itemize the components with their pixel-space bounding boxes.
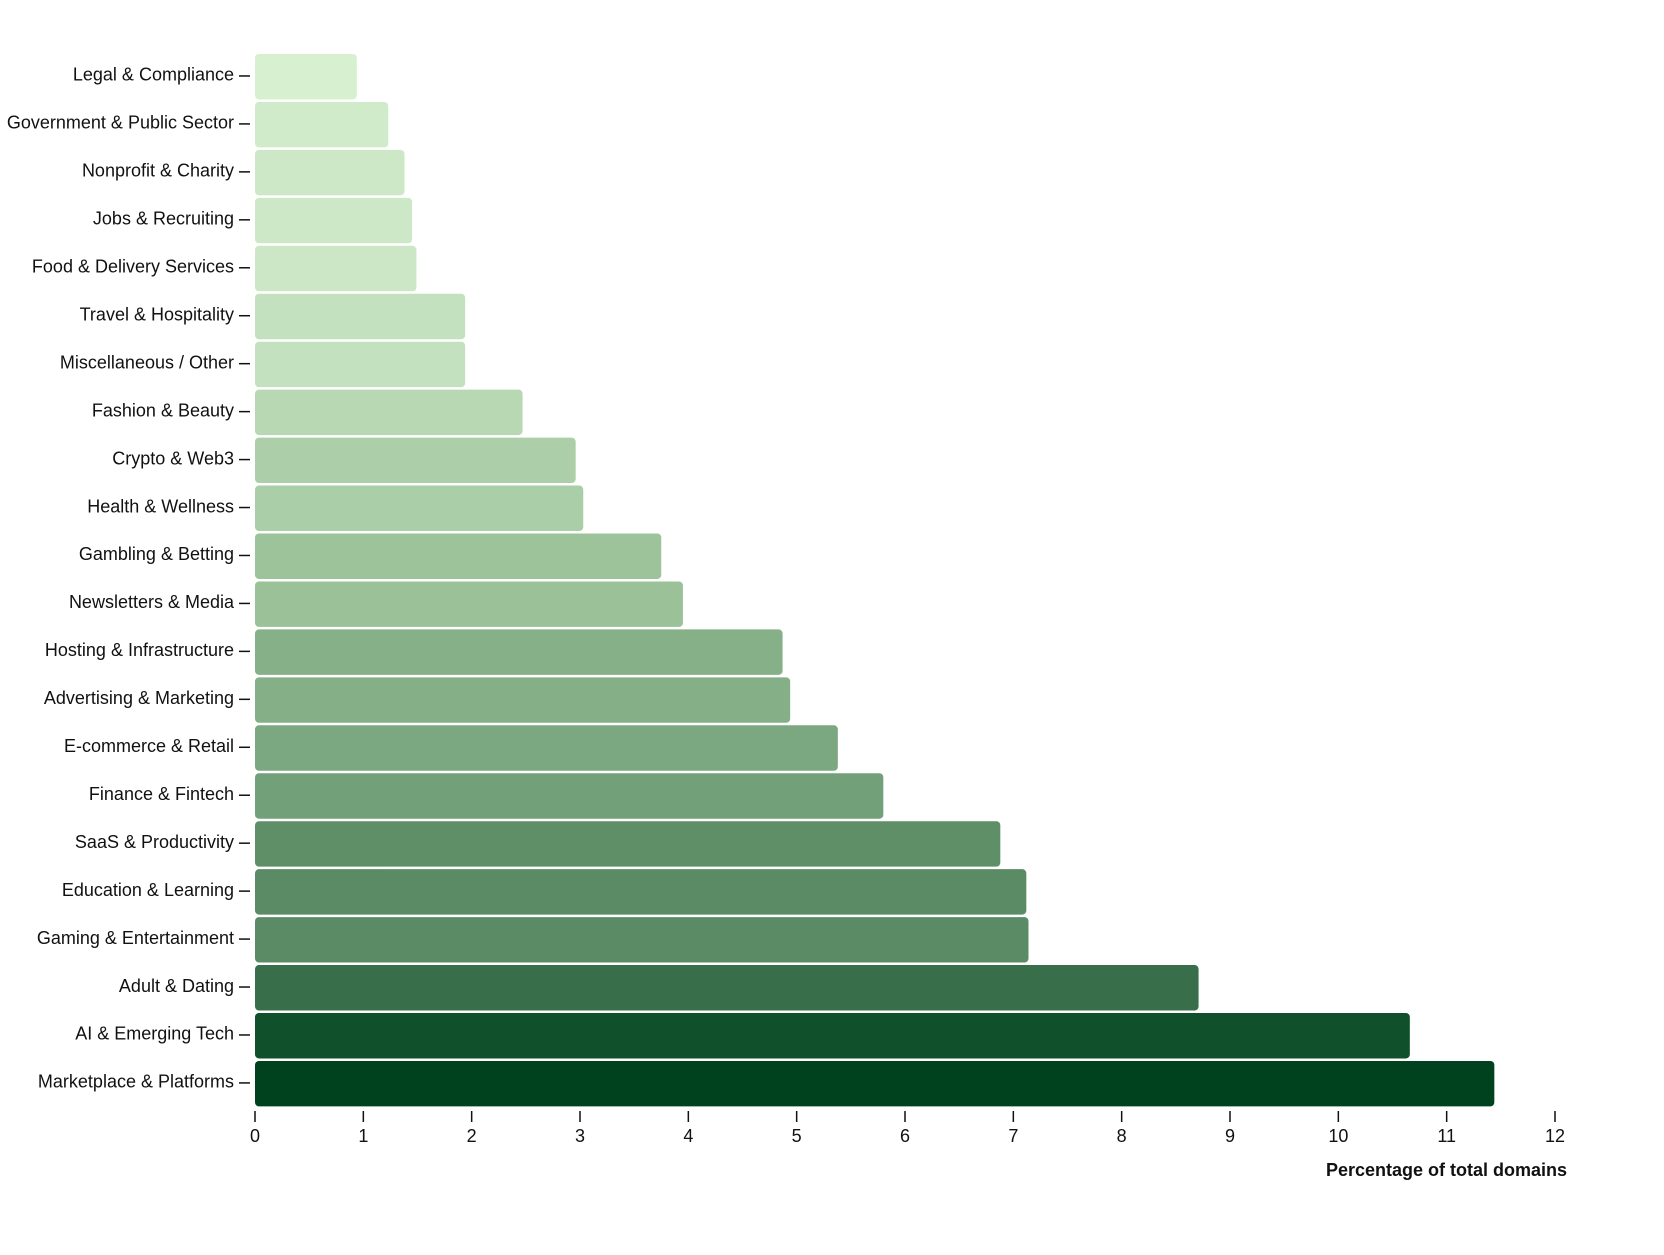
bar	[255, 725, 838, 771]
y-tick-label: Newsletters & Media	[69, 592, 235, 612]
bar	[255, 581, 683, 627]
bar	[255, 341, 466, 388]
bar	[255, 245, 417, 292]
bar	[255, 917, 1029, 963]
bar	[255, 533, 662, 579]
bar	[255, 629, 783, 675]
y-tick-label: Health & Wellness	[87, 496, 234, 516]
bar	[255, 869, 1027, 915]
bar	[255, 677, 791, 723]
y-tick-label: Travel & Hospitality	[80, 304, 234, 324]
bar	[255, 389, 523, 436]
y-tick-label: Gaming & Entertainment	[37, 928, 234, 948]
x-tick-label: 10	[1328, 1126, 1348, 1146]
bar	[255, 293, 466, 340]
bar	[255, 821, 1001, 867]
bar	[255, 149, 405, 196]
y-tick-label: Hosting & Infrastructure	[45, 640, 234, 660]
y-tick-label: SaaS & Productivity	[75, 832, 234, 852]
x-tick-label: 6	[900, 1126, 910, 1146]
x-axis-title: Percentage of total domains	[1326, 1160, 1567, 1180]
y-tick-label: AI & Emerging Tech	[75, 1024, 234, 1044]
y-tick-label: Gambling & Betting	[79, 544, 234, 564]
x-tick-label: 3	[575, 1126, 585, 1146]
bar	[255, 485, 584, 531]
bar	[255, 54, 357, 100]
y-tick-label: Adult & Dating	[119, 976, 234, 996]
bar	[255, 1013, 1410, 1059]
x-tick-label: 0	[250, 1126, 260, 1146]
y-tick-label: Nonprofit & Charity	[82, 161, 234, 181]
bar	[255, 197, 413, 244]
x-tick-label: 11	[1437, 1126, 1456, 1146]
bar	[255, 965, 1199, 1011]
x-tick-label: 12	[1545, 1126, 1565, 1146]
y-tick-label: Crypto & Web3	[112, 448, 234, 468]
x-tick-label: 5	[792, 1126, 802, 1146]
y-tick-label: Education & Learning	[62, 880, 234, 900]
x-tick-label: 8	[1117, 1126, 1127, 1146]
bar	[255, 773, 884, 819]
bar	[255, 1060, 1495, 1107]
y-tick-label: Food & Delivery Services	[32, 257, 234, 277]
x-tick-label: 7	[1008, 1126, 1018, 1146]
x-tick-label: 4	[683, 1126, 693, 1146]
y-tick-label: E-commerce & Retail	[64, 736, 234, 756]
y-tick-label: Finance & Fintech	[89, 784, 234, 804]
y-tick-label: Miscellaneous / Other	[60, 352, 234, 372]
bar	[255, 101, 389, 148]
y-tick-label: Fashion & Beauty	[92, 400, 234, 420]
x-tick-label: 9	[1225, 1126, 1235, 1146]
y-tick-label: Government & Public Sector	[7, 113, 234, 133]
y-tick-label: Legal & Compliance	[73, 65, 234, 85]
x-tick-label: 1	[358, 1126, 368, 1146]
bar	[255, 437, 576, 484]
y-tick-label: Marketplace & Platforms	[38, 1072, 234, 1092]
x-tick-label: 2	[467, 1126, 477, 1146]
y-tick-label: Advertising & Marketing	[44, 688, 234, 708]
y-tick-label: Jobs & Recruiting	[93, 209, 234, 229]
